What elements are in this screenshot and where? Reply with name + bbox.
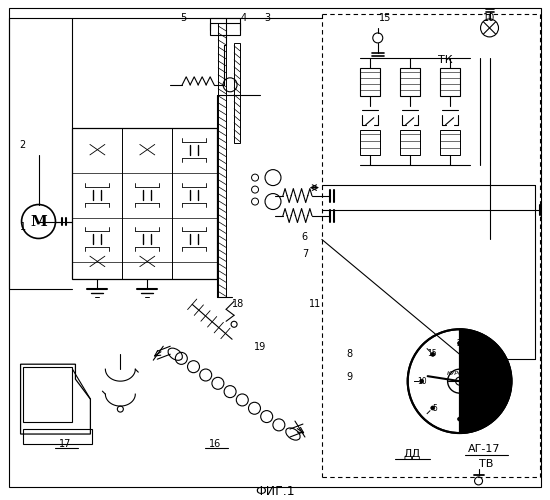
Circle shape [431, 406, 435, 410]
Text: 1: 1 [19, 222, 26, 232]
Circle shape [458, 341, 461, 345]
Text: КМ: КМ [483, 396, 492, 402]
Text: 8: 8 [346, 349, 353, 359]
Text: КУРСОВОЙ: КУРСОВОЙ [447, 370, 482, 376]
Circle shape [420, 379, 424, 383]
Bar [400, 130, 420, 154]
Bar [210, 23, 240, 35]
Bar [360, 68, 379, 96]
Text: V 25: V 25 [459, 402, 476, 410]
Text: 7: 7 [302, 250, 308, 260]
Text: АГ-17: АГ-17 [468, 444, 501, 454]
Bar [218, 23, 226, 297]
Text: ФИГ.1: ФИГ.1 [255, 486, 295, 498]
Circle shape [431, 352, 435, 356]
Text: 20: 20 [456, 338, 466, 347]
Bar [360, 130, 379, 154]
Text: M: M [30, 214, 47, 228]
Text: 6: 6 [302, 232, 308, 242]
Text: 5: 5 [180, 13, 186, 23]
Text: 15: 15 [427, 348, 437, 358]
Text: 0: 0 [459, 420, 464, 428]
Bar [23, 367, 73, 422]
Bar [234, 43, 240, 142]
Text: 4: 4 [241, 13, 247, 23]
Text: ТК: ТК [438, 55, 453, 65]
Text: 11: 11 [309, 300, 321, 310]
Polygon shape [460, 330, 512, 433]
Bar [73, 128, 217, 280]
Text: 19: 19 [254, 342, 266, 352]
Text: УГОЛ: УГОЛ [461, 382, 478, 388]
Text: 18: 18 [232, 300, 244, 310]
Bar [400, 68, 420, 96]
Bar [439, 130, 460, 154]
Bar [439, 68, 460, 96]
Text: 15: 15 [378, 13, 391, 23]
Text: 2: 2 [19, 140, 26, 149]
Text: 9: 9 [346, 372, 353, 382]
Text: 10: 10 [417, 376, 426, 386]
Circle shape [458, 417, 461, 421]
Text: ТВ: ТВ [480, 459, 494, 469]
Text: 5: 5 [432, 404, 437, 412]
Text: 3: 3 [264, 13, 270, 23]
Text: 16: 16 [209, 439, 221, 449]
Text: 10: 10 [483, 13, 496, 23]
Text: ДД: ДД [403, 449, 420, 459]
Circle shape [455, 377, 464, 385]
Text: 17: 17 [59, 439, 72, 449]
Bar [23, 429, 92, 444]
